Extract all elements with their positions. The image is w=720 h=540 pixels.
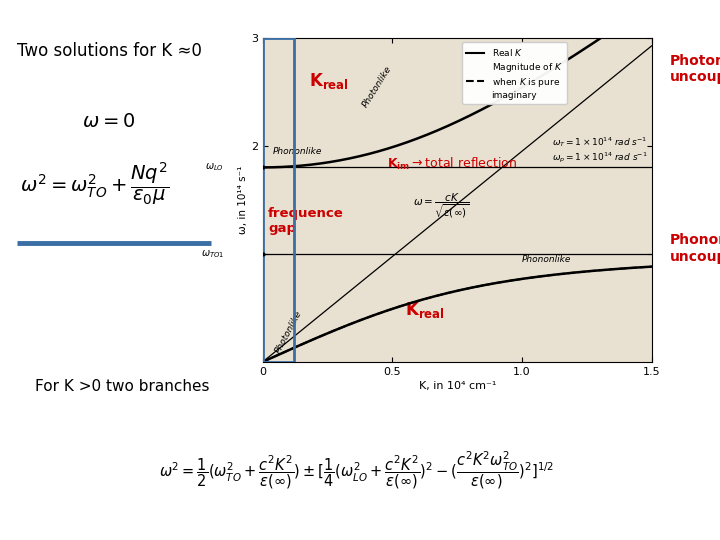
Text: $\mathbf{K_{real}}$: $\mathbf{K_{real}}$: [405, 300, 445, 320]
Text: uncoupled: uncoupled: [670, 70, 720, 84]
Text: Photonlike: Photonlike: [361, 64, 394, 109]
Text: $\omega^2 = \dfrac{1}{2}(\omega^2_{TO}+\dfrac{c^2K^2}{\varepsilon(\infty)})\pm[\: $\omega^2 = \dfrac{1}{2}(\omega^2_{TO}+\…: [158, 449, 554, 490]
Bar: [263, 38, 294, 362]
Text: Phononlike: Phononlike: [273, 147, 323, 156]
Text: uncoupled: uncoupled: [670, 249, 720, 264]
X-axis label: K, in 10⁴ cm⁻¹: K, in 10⁴ cm⁻¹: [418, 381, 496, 391]
Text: frequence
gap: frequence gap: [268, 207, 343, 235]
Text: $\omega^2 = \omega^2_{TO} + \dfrac{Nq^2}{\varepsilon_0\mu}$: $\omega^2 = \omega^2_{TO} + \dfrac{Nq^2}…: [19, 160, 169, 207]
Legend: Real $K$, Magnitude of $K$
when $K$ is pure
imaginary: Real $K$, Magnitude of $K$ when $K$ is p…: [462, 42, 567, 104]
Text: $\omega_{LO}$: $\omega_{LO}$: [205, 161, 224, 173]
Text: Photon: Photon: [670, 54, 720, 68]
Text: $\omega = 0$: $\omega = 0$: [82, 112, 135, 131]
Text: $\mathbf{K_{real}}$: $\mathbf{K_{real}}$: [310, 71, 349, 91]
Text: $\omega = \dfrac{cK}{\sqrt{\varepsilon(\infty)}}$: $\omega = \dfrac{cK}{\sqrt{\varepsilon(\…: [413, 191, 469, 220]
Text: Phonon: Phonon: [670, 233, 720, 247]
Text: Two solutions for K ≈0: Two solutions for K ≈0: [17, 42, 202, 60]
Text: For K >0 two branches: For K >0 two branches: [35, 379, 210, 394]
Text: $\omega_T = 1\times10^{14}$ rad s$^{-1}$
$\omega_p = 1\times10^{14}$ rad s$^{-1}: $\omega_T = 1\times10^{14}$ rad s$^{-1}$…: [552, 135, 648, 165]
Text: Photonlike: Photonlike: [273, 309, 303, 354]
Text: $\omega_{TO1}$: $\omega_{TO1}$: [201, 248, 224, 260]
Y-axis label: ω, in 10¹⁴ s⁻¹: ω, in 10¹⁴ s⁻¹: [238, 166, 248, 234]
Text: $\mathbf{K_{im}}$$\rightarrow$total reflection: $\mathbf{K_{im}}$$\rightarrow$total refl…: [387, 156, 518, 172]
Text: Phononlike: Phononlike: [522, 255, 572, 264]
